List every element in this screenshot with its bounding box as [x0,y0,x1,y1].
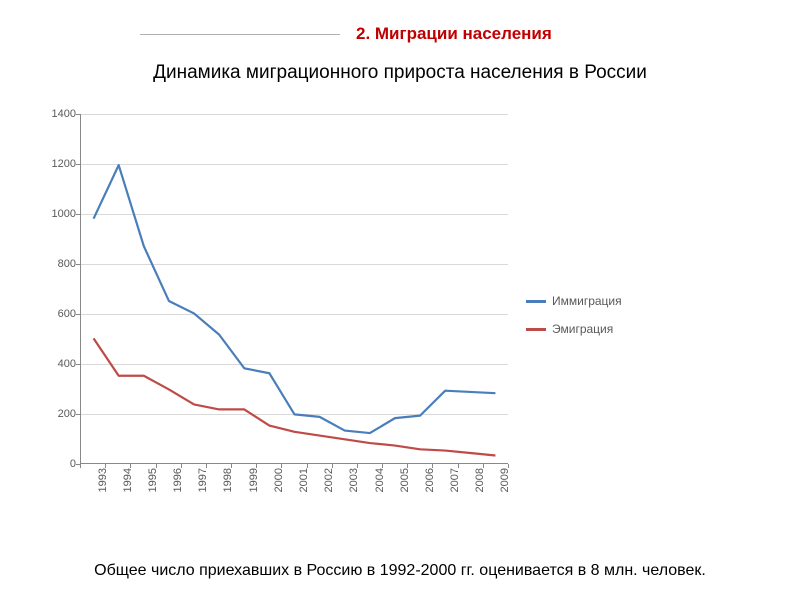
header-rule [140,34,340,35]
chart-plot-area: 0200400600800100012001400 19931994199519… [32,110,512,520]
plot-region [80,114,508,464]
y-tick-label: 600 [32,308,76,320]
x-tick-label: 1995 [147,468,159,492]
y-tick-label: 400 [32,358,76,370]
series-line [94,165,496,433]
x-tick-label: 2004 [374,468,386,492]
chart-subtitle: Динамика миграционного прироста населени… [0,62,800,84]
y-tick-label: 1000 [32,208,76,220]
chart-caption: Общее число приехавших в Россию в 1992-2… [0,562,800,580]
x-tick-label: 2002 [323,468,335,492]
x-tick-label: 1996 [172,468,184,492]
legend-label: Эмиграция [552,322,613,336]
x-tick-label: 2005 [399,468,411,492]
x-tick-label: 2000 [273,468,285,492]
series-line [94,338,496,455]
x-tick-label: 2007 [449,468,461,492]
x-tick-label: 1993 [97,468,109,492]
series-lines [81,114,508,463]
x-tick-label: 1998 [222,468,234,492]
y-tick-label: 1400 [32,108,76,120]
y-tick-label: 200 [32,408,76,420]
x-tick-label: 2006 [424,468,436,492]
x-tick-label: 1999 [248,468,260,492]
x-tick-label: 2008 [474,468,486,492]
y-tick-label: 800 [32,258,76,270]
x-tick-label: 2001 [298,468,310,492]
y-tick-label: 1200 [32,158,76,170]
legend-swatch [526,300,546,303]
y-tick-label: 0 [32,458,76,470]
x-tick-mark [80,464,81,468]
x-tick-label: 1994 [122,468,134,492]
chart-legend: Иммиграция Эмиграция [512,110,662,520]
migration-chart: 0200400600800100012001400 19931994199519… [32,110,662,520]
section-header: 2. Миграции населения [140,24,740,44]
x-axis-ticks: 1993 1994 1995 1996 1997 1998 1999 2000 2001 2002… [80,464,508,520]
x-tick-label: 2009 [499,468,511,492]
section-title: 2. Миграции населения [356,24,552,44]
legend-item-immigration: Иммиграция [526,294,662,308]
legend-swatch [526,328,546,331]
x-tick-label: 1997 [197,468,209,492]
legend-label: Иммиграция [552,294,622,308]
legend-item-emigration: Эмиграция [526,322,662,336]
x-tick-label: 2003 [348,468,360,492]
